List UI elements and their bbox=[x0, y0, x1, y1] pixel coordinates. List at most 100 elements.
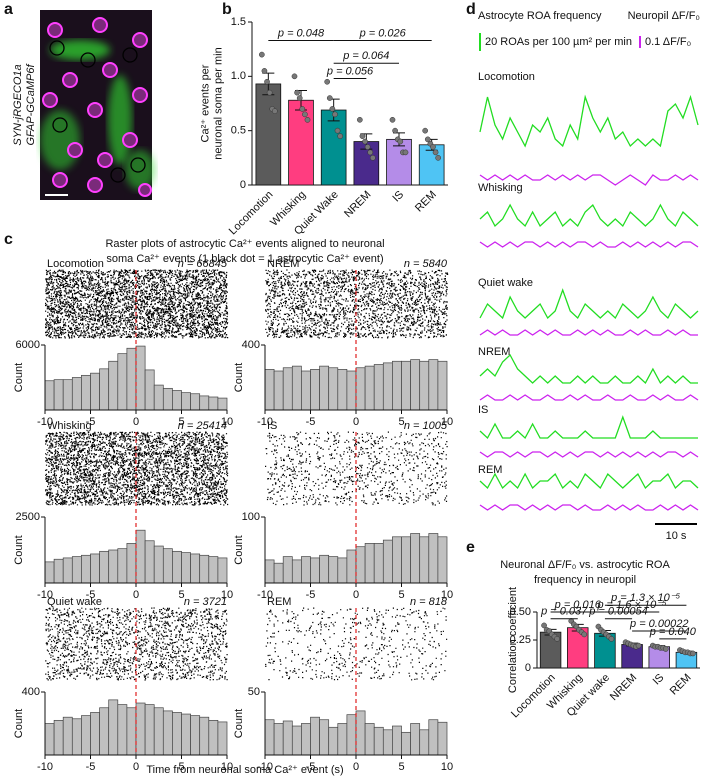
y-axis-title: Count bbox=[13, 535, 25, 564]
histogram-bar bbox=[410, 723, 421, 756]
data-point bbox=[329, 106, 336, 112]
scale-label: 20 ROAs per 100 µm² per min bbox=[485, 36, 632, 48]
trace-line bbox=[479, 472, 699, 490]
x-tick-label: 10 bbox=[441, 761, 453, 773]
image-label: SYN-jRGECO1a bbox=[12, 64, 24, 145]
p-value: p = 0.00022 bbox=[629, 618, 688, 630]
data-point bbox=[690, 650, 696, 657]
data-point bbox=[392, 127, 398, 134]
histogram-bar bbox=[208, 556, 219, 584]
x-tick-label: 0 bbox=[133, 589, 139, 601]
histogram-bar bbox=[144, 369, 155, 411]
histogram-bar bbox=[355, 710, 366, 756]
x-tick-label: REM bbox=[668, 672, 694, 698]
x-tick-label: -10 bbox=[257, 589, 273, 601]
legend-label: Astrocyte ROA frequency bbox=[478, 10, 602, 22]
histogram-bar bbox=[382, 539, 393, 584]
trace-line bbox=[479, 451, 699, 458]
raster bbox=[45, 607, 228, 681]
histogram-bar bbox=[401, 360, 411, 411]
y-axis-title: Count bbox=[13, 363, 25, 392]
x-tick-label: -10 bbox=[37, 589, 53, 601]
histogram-bar bbox=[135, 529, 146, 584]
panel-label: e bbox=[466, 539, 475, 556]
x-tick-label: -10 bbox=[257, 761, 273, 773]
histogram-bar bbox=[71, 377, 82, 411]
histogram-bar bbox=[346, 370, 357, 411]
histogram-bar bbox=[99, 550, 110, 584]
histogram-bar bbox=[364, 543, 375, 584]
raster-n: n = 3721 bbox=[184, 596, 227, 608]
raster-n: n = 818 bbox=[410, 596, 448, 608]
raster-n: n = 66845 bbox=[178, 258, 228, 270]
y-axis-title: Count bbox=[233, 535, 245, 564]
histogram-bar bbox=[301, 370, 311, 411]
x-tick-label: -5 bbox=[86, 761, 96, 773]
histogram-bar bbox=[81, 374, 91, 411]
histogram-bar bbox=[135, 702, 146, 756]
histogram-bar bbox=[81, 554, 91, 584]
histogram-bar bbox=[190, 553, 201, 584]
x-tick-label: IS bbox=[651, 672, 667, 688]
histogram-bar bbox=[392, 536, 402, 584]
histogram-bar bbox=[382, 362, 393, 411]
histogram-bar bbox=[419, 729, 430, 756]
raster-label: NREM bbox=[267, 258, 299, 270]
data-point bbox=[554, 636, 560, 642]
trace-line bbox=[479, 94, 699, 148]
raster-title: Raster plots of astrocytic Ca²⁺ events a… bbox=[105, 238, 384, 250]
histogram-bar bbox=[273, 370, 284, 411]
x-tick-label: 5 bbox=[398, 589, 404, 601]
trace-title: REM bbox=[478, 464, 502, 476]
histogram-bar bbox=[264, 369, 275, 411]
data-point bbox=[332, 111, 338, 118]
x-tick-label: 5 bbox=[398, 761, 404, 773]
x-tick-label: IS bbox=[390, 189, 406, 205]
raster bbox=[265, 607, 448, 681]
p-value: p = 0.048 bbox=[277, 27, 325, 39]
x-tick-label: 10 bbox=[221, 589, 233, 601]
raster-n: n = 25414 bbox=[178, 420, 227, 432]
histogram-bar bbox=[401, 536, 411, 584]
x-tick-label: -5 bbox=[86, 589, 96, 601]
histogram-bar bbox=[53, 379, 64, 411]
histogram-bar bbox=[319, 554, 330, 584]
y-axis-title: Ca²⁺ events per bbox=[199, 64, 211, 142]
data-point bbox=[402, 149, 409, 156]
x-tick-label: 0 bbox=[353, 589, 359, 601]
bar bbox=[288, 99, 314, 186]
panel-label: b bbox=[222, 1, 232, 18]
histogram-bar bbox=[71, 556, 82, 584]
histogram-bar bbox=[428, 533, 439, 584]
histogram-bar bbox=[273, 562, 284, 584]
panel-label: d bbox=[466, 1, 476, 18]
data-point bbox=[266, 89, 273, 96]
y-tick-label: 0.25 bbox=[510, 634, 531, 646]
histogram-bar bbox=[217, 557, 228, 584]
data-point bbox=[635, 642, 642, 649]
histogram-bar bbox=[355, 367, 366, 411]
data-point bbox=[662, 646, 669, 652]
data-point bbox=[541, 622, 547, 629]
raster bbox=[265, 269, 449, 339]
y-tick-label: 1.0 bbox=[231, 70, 246, 82]
histogram-bar bbox=[346, 549, 357, 584]
histogram-bar bbox=[301, 723, 311, 756]
x-tick-label: -5 bbox=[306, 416, 316, 428]
trace-title: Whisking bbox=[478, 182, 523, 194]
histogram-bar bbox=[126, 543, 137, 584]
histogram-bar bbox=[310, 716, 320, 756]
histogram-bar bbox=[428, 359, 439, 411]
y-tick-label: 0 bbox=[525, 662, 531, 674]
histogram-bar bbox=[382, 729, 393, 756]
histogram-bar bbox=[108, 699, 119, 756]
histogram-bar bbox=[291, 559, 302, 584]
histogram-bar bbox=[319, 719, 330, 756]
data-point bbox=[271, 108, 278, 114]
histogram-bar bbox=[53, 719, 64, 756]
histogram-bar bbox=[172, 390, 182, 411]
x-tick-label: 5 bbox=[178, 589, 184, 601]
trace-title: IS bbox=[478, 404, 488, 416]
histogram-bar bbox=[190, 715, 201, 756]
histogram-bar bbox=[62, 557, 73, 584]
